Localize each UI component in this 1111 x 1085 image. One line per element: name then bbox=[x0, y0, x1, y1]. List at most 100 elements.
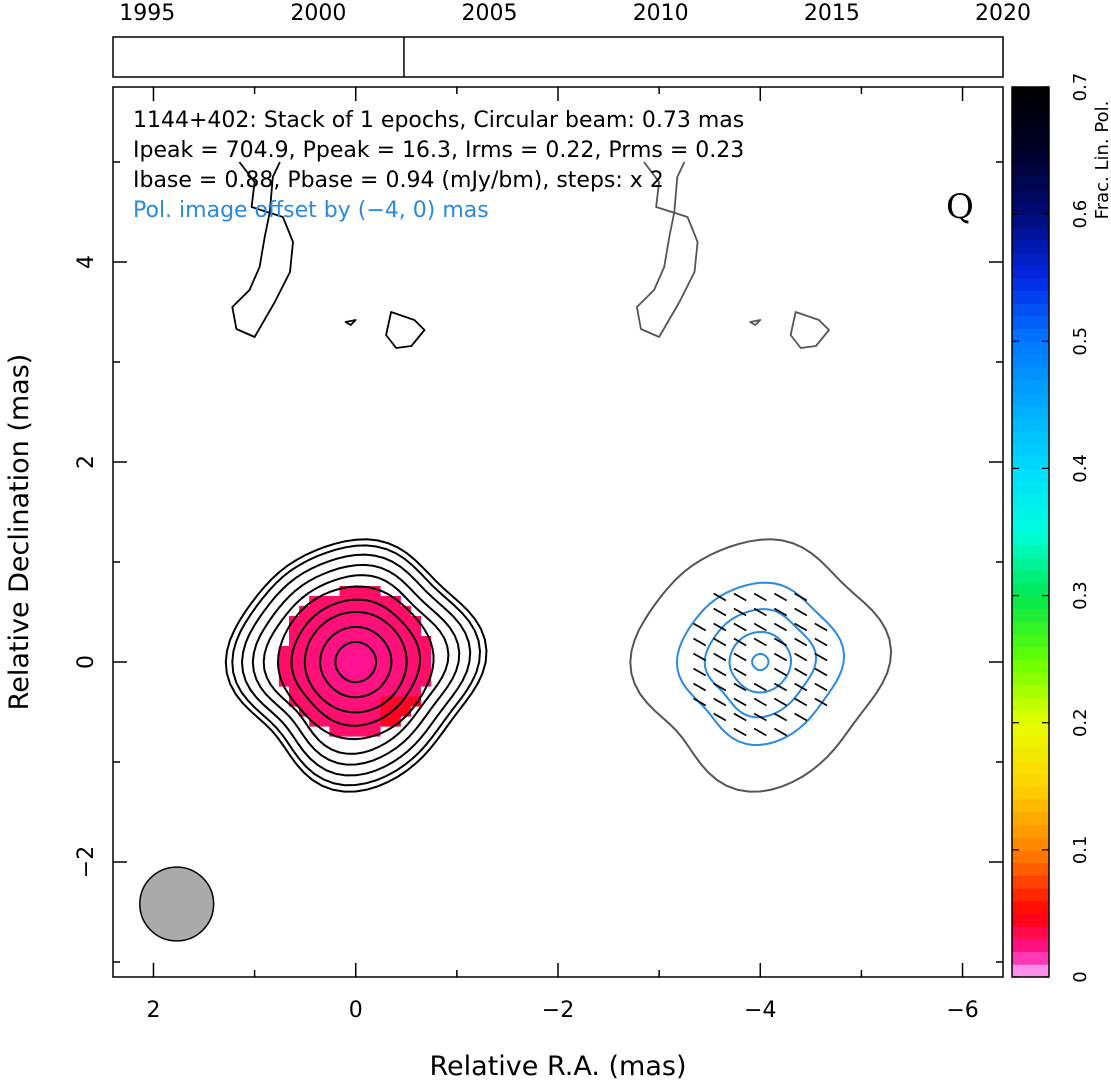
evpa-stick bbox=[713, 607, 727, 617]
evpa-stick bbox=[794, 652, 808, 662]
colorbar-cell bbox=[1012, 875, 1049, 889]
fracpol-pixel bbox=[400, 616, 411, 627]
colorbar-cell bbox=[1012, 544, 1049, 558]
fracpol-pixel bbox=[299, 686, 310, 697]
colorbar-cell bbox=[1012, 697, 1049, 711]
fracpol-pixel bbox=[319, 666, 331, 677]
timeline-tick-label: 2015 bbox=[804, 1, 860, 26]
fracpol-pixel bbox=[299, 646, 310, 657]
colorbar-cell bbox=[1012, 87, 1049, 101]
fracpol-pixel bbox=[369, 676, 381, 687]
fracpol-pixel bbox=[329, 596, 341, 607]
colorbar-cell bbox=[1012, 735, 1049, 749]
colorbar-cell bbox=[1012, 964, 1049, 978]
evpa-stick bbox=[693, 667, 707, 677]
fracpol-pixel bbox=[359, 586, 371, 597]
fracpol-pixel bbox=[410, 646, 422, 657]
fracpol-pixel bbox=[380, 646, 391, 657]
evpa-stick bbox=[773, 682, 788, 692]
evpa-stick bbox=[773, 592, 788, 602]
fracpol-pixel bbox=[359, 676, 371, 687]
evpa-stick bbox=[814, 682, 828, 692]
fracpol-pixel bbox=[400, 686, 411, 697]
fracpol-pixel bbox=[329, 626, 341, 637]
fracpol-pixel bbox=[288, 656, 300, 667]
evpa-stick bbox=[753, 712, 767, 722]
fracpol-pixel bbox=[339, 606, 351, 617]
fracpol-pixel bbox=[329, 696, 341, 707]
fracpol-pixel bbox=[359, 726, 371, 737]
fracpol-pixel bbox=[369, 616, 381, 627]
fracpol-pixel bbox=[359, 656, 371, 667]
evpa-stick bbox=[733, 622, 747, 632]
fracpol-pixel bbox=[299, 706, 310, 717]
colorbar-cell bbox=[1012, 493, 1049, 508]
fracpol-pixel bbox=[390, 656, 401, 667]
evpa-stick bbox=[733, 607, 747, 617]
colorbar-cell bbox=[1012, 277, 1049, 291]
colorbar-cell bbox=[1012, 112, 1049, 126]
fracpol-pixel bbox=[339, 646, 351, 657]
evpa-stick bbox=[794, 712, 808, 722]
y-tick-label: 4 bbox=[74, 255, 99, 269]
colorbar-cell bbox=[1012, 303, 1049, 317]
colorbar-cell bbox=[1012, 837, 1049, 851]
colorbar-tick-label: 0.2 bbox=[1070, 708, 1091, 737]
evpa-stick bbox=[753, 682, 767, 692]
offset-intensity-blob bbox=[636, 161, 699, 338]
fracpol-pixel bbox=[309, 626, 320, 637]
evpa-stick bbox=[773, 622, 788, 632]
fracpol-pixel bbox=[339, 686, 351, 697]
x-tick-label: 0 bbox=[349, 998, 363, 1023]
fracpol-pixel bbox=[410, 696, 422, 707]
intensity-blob bbox=[385, 311, 426, 349]
colorbar-tick-label: 0.5 bbox=[1070, 327, 1091, 356]
evpa-stick bbox=[713, 682, 727, 692]
fracpol-pixel bbox=[390, 696, 401, 707]
colorbar-cell bbox=[1012, 773, 1049, 787]
fracpol-pixel bbox=[369, 666, 381, 677]
fracpol-pixel bbox=[359, 696, 371, 707]
evpa-stick bbox=[794, 667, 808, 677]
fracpol-pixel bbox=[420, 646, 432, 657]
fracpol-pixel bbox=[278, 676, 290, 687]
fracpol-pixel bbox=[410, 656, 422, 667]
evpa-stick bbox=[733, 592, 747, 602]
fracpol-pixel bbox=[309, 676, 320, 687]
fracpol-pixel bbox=[349, 726, 361, 737]
colorbar-cell bbox=[1012, 404, 1049, 419]
fracpol-pixel bbox=[390, 666, 401, 677]
evpa-stick bbox=[733, 667, 747, 677]
evpa-stick bbox=[693, 697, 707, 707]
fracpol-pixel bbox=[319, 646, 331, 657]
fracpol-pixel bbox=[390, 676, 401, 687]
evpa-stick bbox=[733, 712, 747, 722]
colorbar-tick-label: 0.6 bbox=[1070, 200, 1091, 229]
fracpol-pixel bbox=[369, 606, 381, 617]
fracpol-pixel bbox=[369, 586, 381, 597]
y-axis-title: Relative Declination (mas) bbox=[4, 354, 35, 711]
evpa-stick bbox=[773, 607, 788, 617]
fracpol-pixel bbox=[339, 586, 351, 597]
fracpol-pixel bbox=[299, 636, 310, 647]
fracpol-pixel bbox=[299, 626, 310, 637]
evpa-stick bbox=[713, 712, 727, 722]
fracpol-pixel bbox=[278, 646, 290, 657]
x-axis-title: Relative R.A. (mas) bbox=[430, 1051, 687, 1082]
timeline-tick-label: 2020 bbox=[975, 1, 1031, 26]
fracpol-pixel bbox=[319, 686, 331, 697]
timeline-tick-label: 2010 bbox=[633, 1, 689, 26]
evpa-stick bbox=[713, 622, 727, 632]
fracpol-pixel bbox=[299, 676, 310, 687]
fracpol-pixel bbox=[349, 696, 361, 707]
fracpol-pixel bbox=[400, 606, 411, 617]
evpa-stick bbox=[814, 652, 828, 662]
intensity-contour bbox=[303, 610, 408, 714]
intensity-contour bbox=[224, 538, 488, 793]
intensity-contour bbox=[334, 641, 378, 684]
colorbar-cell bbox=[1012, 430, 1049, 444]
fracpol-pixel bbox=[400, 696, 411, 707]
colorbar-cell bbox=[1012, 392, 1049, 406]
evpa-stick bbox=[733, 637, 747, 647]
colorbar-cell bbox=[1012, 506, 1049, 520]
